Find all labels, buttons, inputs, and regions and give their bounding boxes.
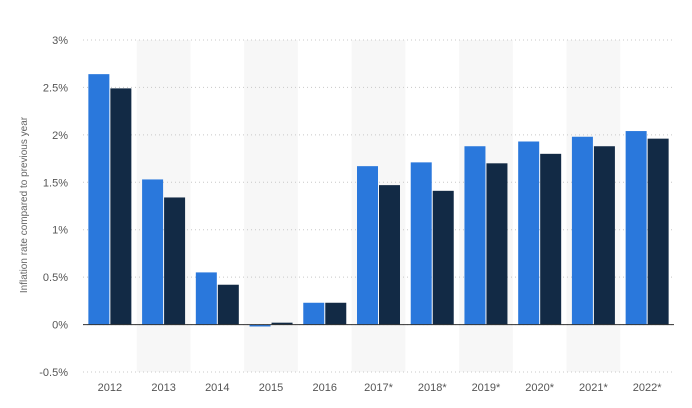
y-tick-labels: 3% 2.5% 2% 1.5% 1% 0.5% 0% -0.5% xyxy=(39,35,68,379)
y-tick-label: 2% xyxy=(52,130,68,142)
y-tick-label: 2.5% xyxy=(43,82,68,94)
x-tick-label: 2020* xyxy=(525,382,554,394)
bar xyxy=(464,146,486,325)
x-tick-label: 2019* xyxy=(472,382,501,394)
x-tick-labels: 2012 2013 2014 2015 2016 2017* 2018* 2019* 2020*… xyxy=(98,382,663,394)
bar xyxy=(357,166,378,325)
bars xyxy=(88,74,669,327)
bar xyxy=(217,284,239,325)
x-tick-label: 2016 xyxy=(313,382,337,394)
y-tick-label: 3% xyxy=(52,35,68,47)
bar xyxy=(593,146,615,325)
bar xyxy=(571,136,593,325)
bar xyxy=(164,197,186,325)
bar xyxy=(249,324,271,327)
bar xyxy=(325,302,347,325)
bar xyxy=(303,302,325,325)
x-tick-label: 2022* xyxy=(633,382,662,394)
bar xyxy=(625,131,647,325)
x-tick-label: 2013 xyxy=(151,382,175,394)
bar xyxy=(195,272,217,325)
bar xyxy=(518,141,540,325)
bar xyxy=(647,138,669,325)
x-tick-label: 2018* xyxy=(418,382,447,394)
category-band xyxy=(244,40,298,372)
bar xyxy=(410,162,432,325)
y-tick-label: -0.5% xyxy=(39,367,68,379)
y-axis-title: Inflation rate compared to previous year xyxy=(19,116,30,293)
bar xyxy=(271,322,293,325)
x-tick-label: 2015 xyxy=(259,382,283,394)
x-tick-label: 2021* xyxy=(579,382,608,394)
bar xyxy=(142,179,164,325)
y-tick-label: 1.5% xyxy=(43,177,68,189)
y-tick-label: 1% xyxy=(52,225,68,237)
bar xyxy=(486,163,508,325)
x-tick-label: 2017* xyxy=(364,382,393,394)
x-tick-label: 2012 xyxy=(98,382,122,394)
bar xyxy=(432,190,454,325)
y-tick-label: 0% xyxy=(52,320,68,332)
bar xyxy=(540,153,562,325)
bar xyxy=(110,88,132,325)
bar xyxy=(379,185,400,325)
x-tick-label: 2014 xyxy=(205,382,229,394)
bar xyxy=(88,74,110,325)
y-tick-label: 0.5% xyxy=(43,272,68,284)
